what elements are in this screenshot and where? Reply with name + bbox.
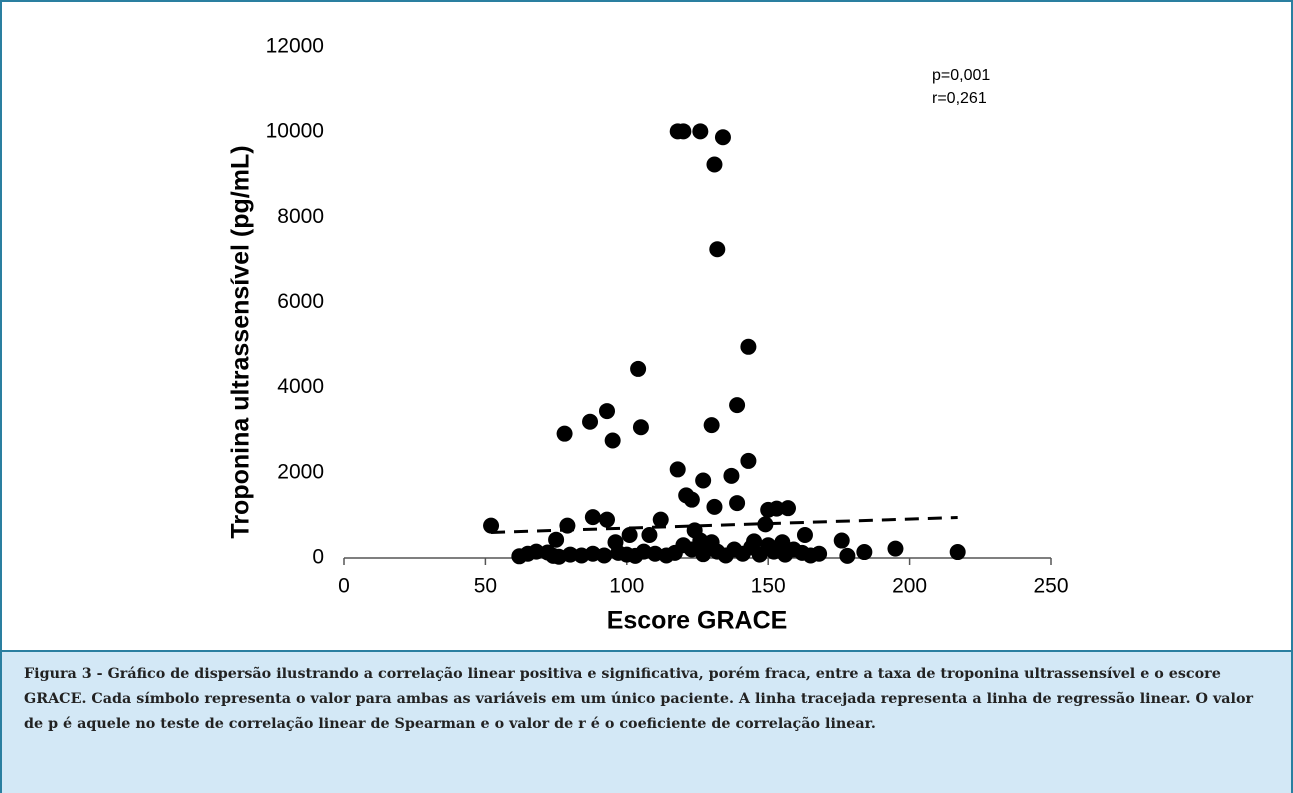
caption: Figura 3 - Gráfico de dispersão ilustran… <box>2 650 1291 793</box>
annotation: p=0,001 <box>932 67 990 84</box>
data-point <box>483 517 500 534</box>
data-point <box>856 544 873 561</box>
annotation: r=0,261 <box>932 90 987 107</box>
data-point <box>709 241 726 258</box>
data-point <box>796 527 813 544</box>
data-point <box>599 403 616 420</box>
data-point <box>695 472 712 489</box>
data-point <box>740 452 757 469</box>
data-point <box>714 129 731 146</box>
x-tick-label: 250 <box>1033 575 1068 598</box>
x-tick-label: 150 <box>751 575 786 598</box>
data-point <box>632 419 649 436</box>
data-point <box>729 397 746 414</box>
y-tick-label: 2000 <box>277 460 324 483</box>
data-point <box>604 432 621 449</box>
data-point <box>584 509 601 526</box>
data-point <box>740 338 757 355</box>
data-point <box>652 511 669 528</box>
data-point <box>692 123 709 140</box>
data-point <box>703 417 720 434</box>
data-point <box>683 491 700 508</box>
y-tick-label: 12000 <box>266 35 324 58</box>
y-tick-label: 8000 <box>277 205 324 228</box>
y-tick-label: 0 <box>312 546 324 569</box>
data-point <box>833 532 850 549</box>
data-point <box>556 425 573 442</box>
x-tick-label: 100 <box>609 575 644 598</box>
data-point <box>706 498 723 515</box>
y-tick-label: 10000 <box>266 120 324 143</box>
data-point <box>599 511 616 528</box>
data-point <box>675 123 692 140</box>
x-tick-label: 200 <box>892 575 927 598</box>
data-point <box>548 531 565 548</box>
data-point <box>695 546 712 563</box>
regression-line <box>491 516 958 534</box>
data-point <box>630 360 647 377</box>
data-point <box>729 495 746 512</box>
data-point <box>641 527 658 544</box>
data-point <box>887 540 904 557</box>
data-point <box>949 544 966 561</box>
data-point <box>811 545 828 562</box>
data-point <box>779 500 796 517</box>
y-tick-label: 4000 <box>277 375 324 398</box>
data-point <box>757 516 774 533</box>
chart: Troponina ultrassensível (pg/mL) Escore … <box>227 35 1069 635</box>
y-axis-label: Troponina ultrassensível (pg/mL) <box>227 145 255 538</box>
x-tick-label: 0 <box>338 575 350 598</box>
data-point <box>768 500 785 517</box>
data-point <box>596 547 613 564</box>
data-point <box>582 413 599 430</box>
data-point <box>706 156 723 173</box>
data-point <box>669 461 686 478</box>
data-point <box>723 467 740 484</box>
x-tick-label: 50 <box>474 575 497 598</box>
x-axis-label: Escore GRACE <box>607 607 788 635</box>
y-tick-label: 6000 <box>277 290 324 313</box>
data-point <box>839 547 856 564</box>
data-point <box>621 527 638 544</box>
